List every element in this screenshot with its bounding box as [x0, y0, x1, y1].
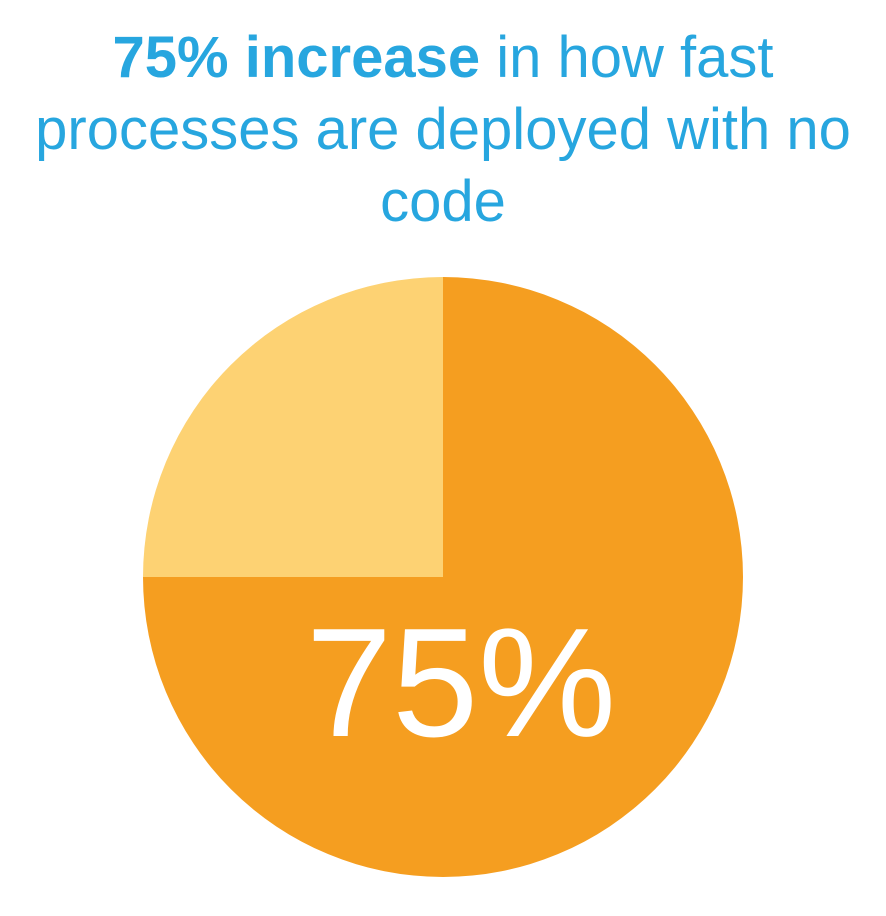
title-emphasis: 75% increase — [112, 25, 481, 90]
title-text: in how fast processes are deployed with … — [35, 25, 851, 234]
chart-title: 75% increase in how fast processes are d… — [33, 22, 853, 238]
pie-slice — [143, 277, 443, 577]
data-label: 75% — [306, 596, 616, 769]
